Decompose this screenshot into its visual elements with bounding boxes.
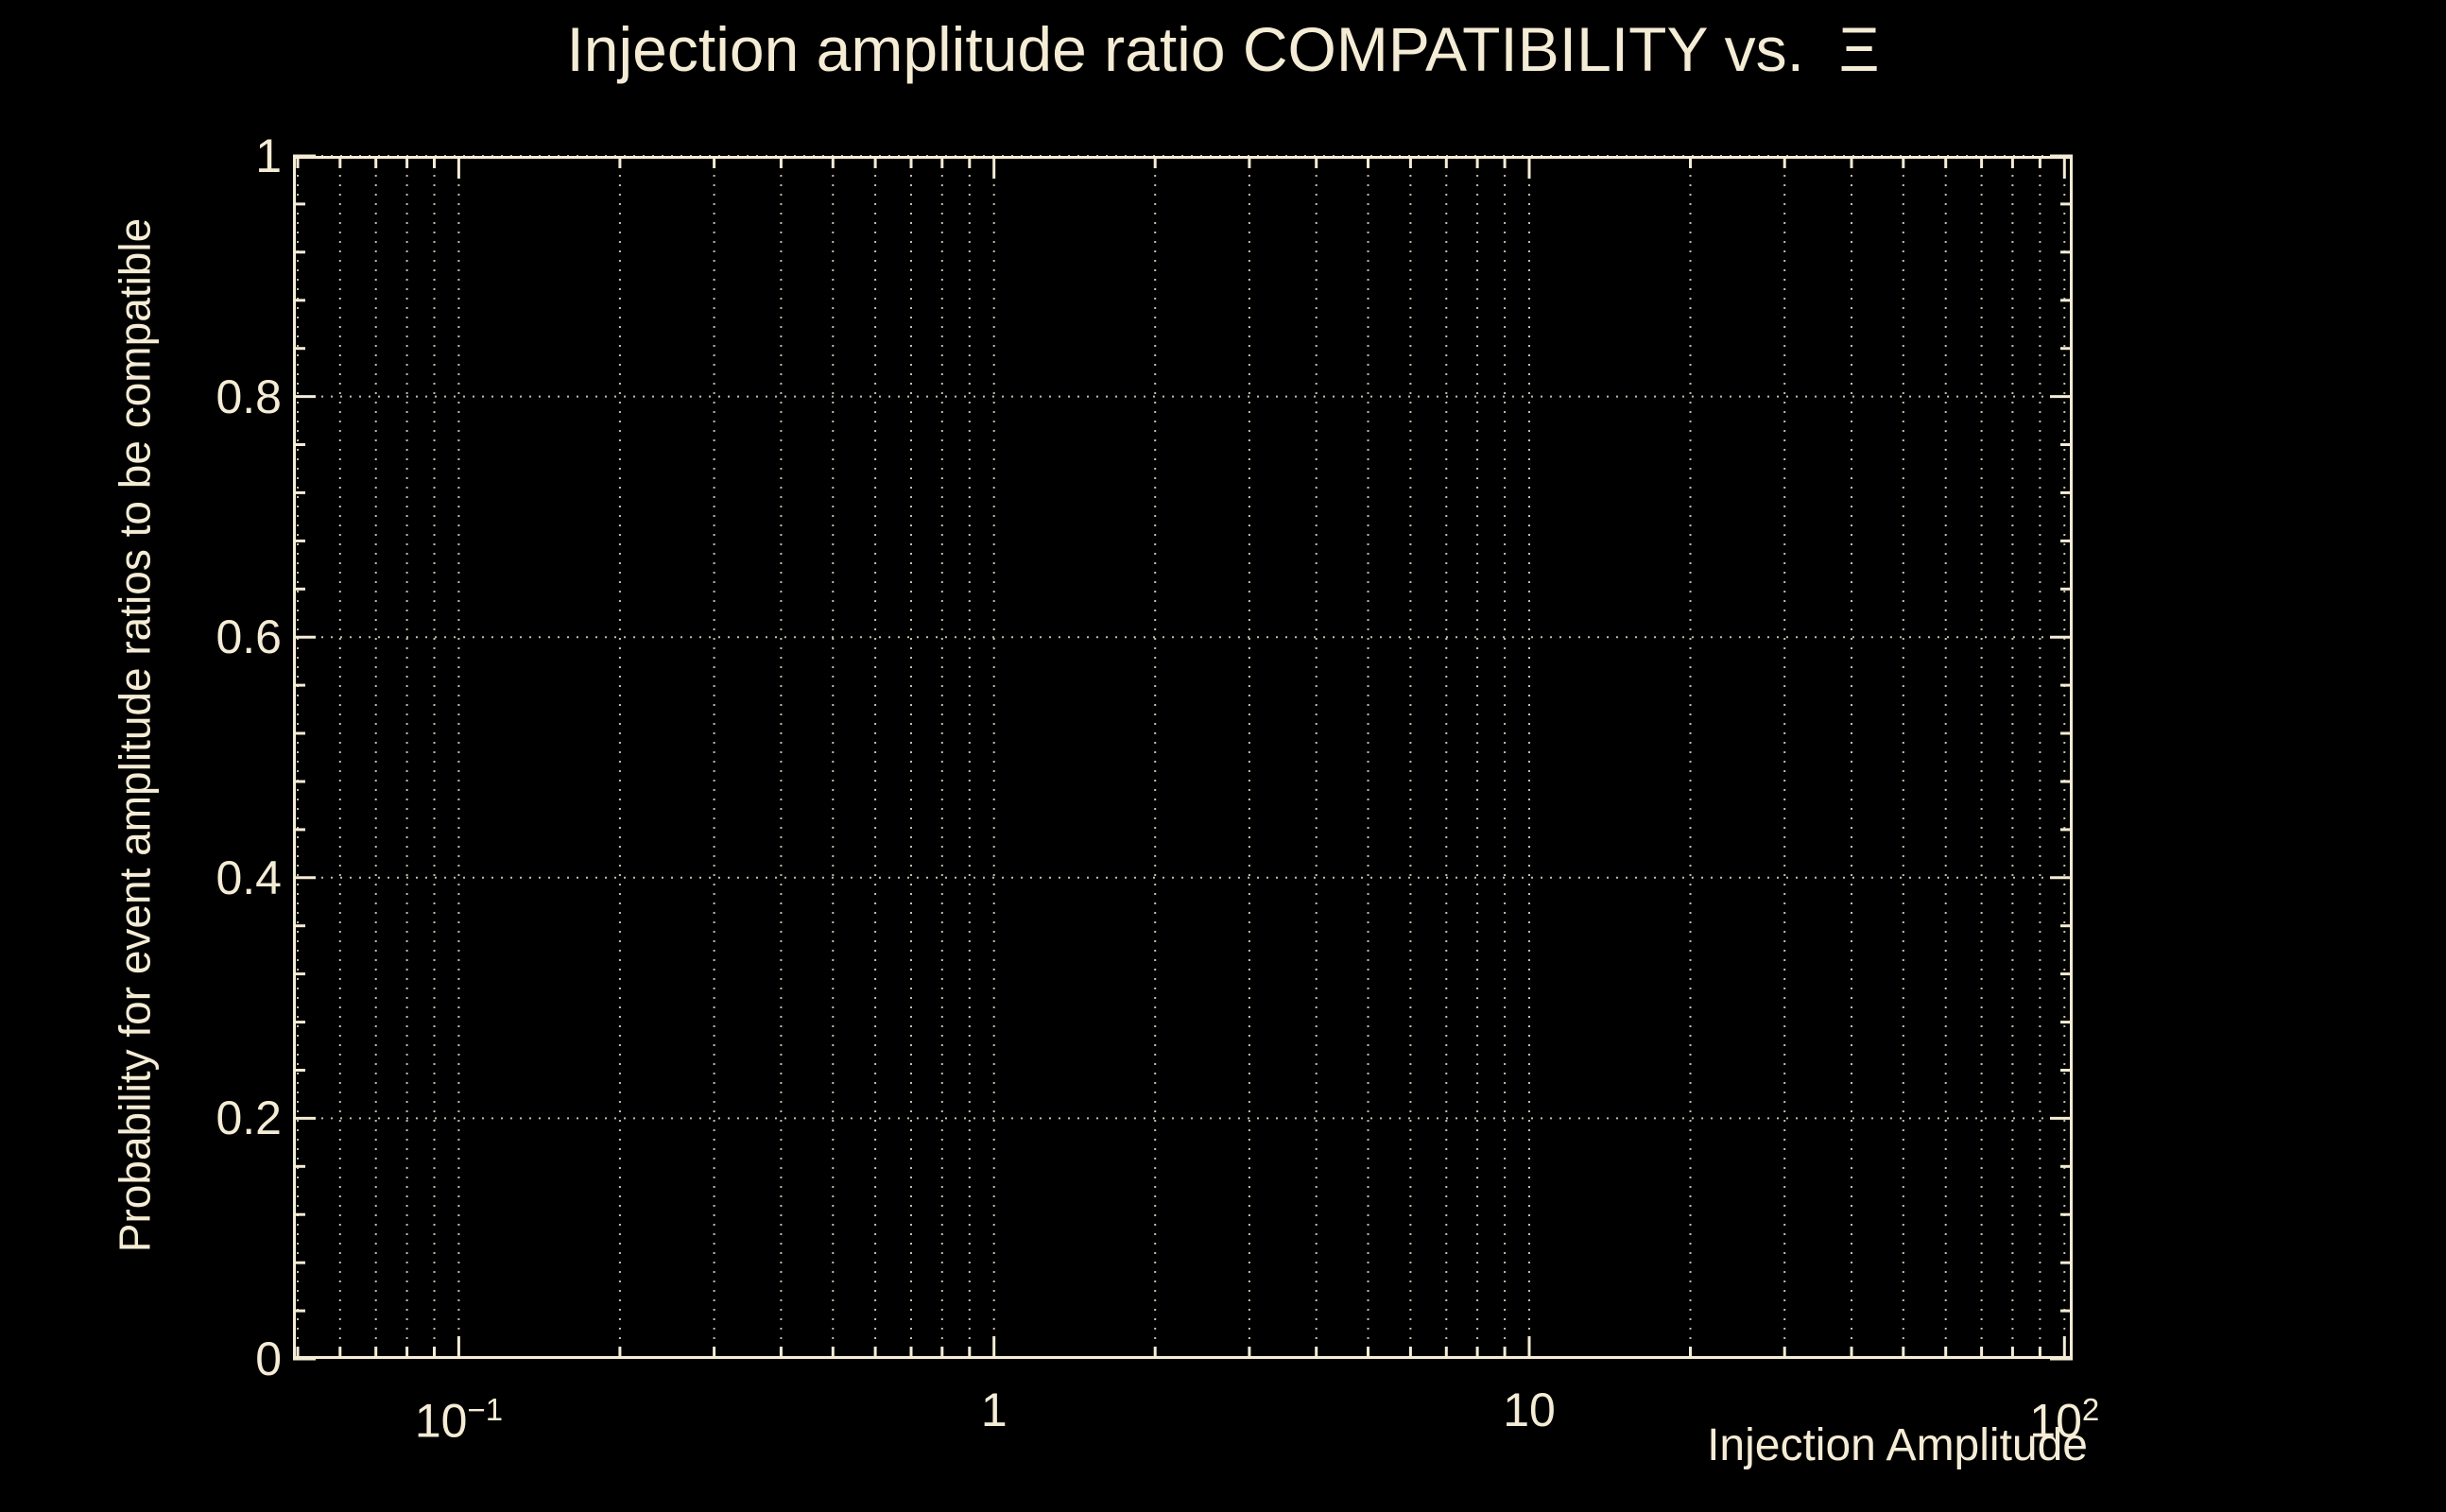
x-tick-label: 10 <box>1503 1383 1556 1437</box>
x-axis-title: Injection Amplitude <box>1707 1420 2088 1470</box>
x-tick-exponent: −1 <box>467 1392 504 1427</box>
plot-area <box>293 154 2073 1361</box>
axis-ticks <box>293 154 2073 1361</box>
y-axis-title: Probability for event amplitude ratios t… <box>110 217 160 1253</box>
x-tick-base: 10 <box>2029 1394 2082 1448</box>
y-tick-label: 0.8 <box>215 369 282 423</box>
x-tick-base: 10 <box>1503 1383 1556 1436</box>
y-tick-label: 0 <box>255 1332 282 1385</box>
plot-border <box>293 156 2073 1359</box>
x-tick-label: 10−1 <box>415 1383 503 1449</box>
x-tick-base: 10 <box>414 1394 468 1448</box>
y-tick-label: 1 <box>255 129 282 182</box>
y-tick-label: 0.4 <box>215 850 282 904</box>
x-tick-label: 102 <box>2029 1383 2099 1449</box>
gridlines <box>293 155 2073 1359</box>
y-tick-label: 0.2 <box>215 1091 282 1145</box>
chart-title: Injection amplitude ratio COMPATIBILITY … <box>566 14 1880 84</box>
x-tick-exponent: 2 <box>2081 1392 2100 1427</box>
y-tick-label: 0.6 <box>215 610 282 664</box>
x-tick-base: 1 <box>980 1383 1008 1436</box>
x-tick-label: 1 <box>981 1383 1008 1437</box>
